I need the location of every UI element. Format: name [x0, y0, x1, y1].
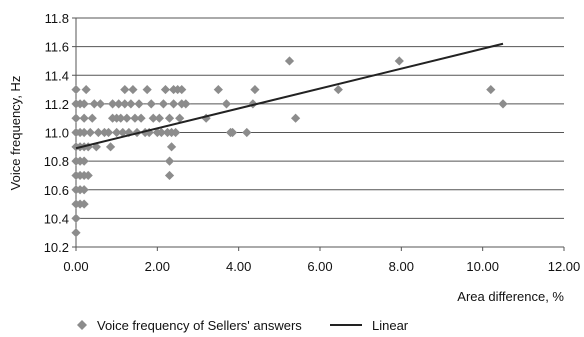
- data-point: [148, 113, 158, 123]
- data-point: [83, 170, 93, 181]
- data-point: [134, 99, 144, 109]
- data-point: [122, 113, 132, 123]
- data-point: [242, 127, 252, 138]
- data-point: [166, 142, 177, 152]
- data-point: [89, 99, 99, 109]
- y-axis-ticks: 10.2 10.4 10.6 10.8 11.0 11.2 11.4 11.6 11.8: [44, 11, 76, 255]
- scatter-points: [71, 56, 508, 238]
- data-point: [164, 170, 175, 181]
- data-point: [164, 113, 175, 123]
- data-point: [227, 127, 238, 138]
- x-tick-label: 4.00: [226, 259, 251, 274]
- data-point: [169, 99, 179, 109]
- data-point: [120, 84, 130, 95]
- data-point: [221, 99, 232, 109]
- data-point: [154, 113, 164, 123]
- data-point: [79, 99, 89, 109]
- data-point: [108, 99, 118, 109]
- data-point: [160, 84, 171, 95]
- data-point: [118, 127, 128, 138]
- data-point: [394, 56, 404, 66]
- data-point: [175, 113, 185, 123]
- x-tick-label: 2.00: [145, 259, 170, 274]
- y-tick-label: 11.4: [45, 68, 69, 83]
- data-point: [164, 156, 175, 166]
- data-point: [79, 127, 89, 138]
- y-tick-label: 11.0: [45, 126, 69, 141]
- data-point: [171, 127, 181, 138]
- data-point: [105, 142, 116, 152]
- y-tick-label: 11.8: [45, 11, 69, 26]
- data-point: [120, 99, 130, 109]
- x-tick-label: 10.00: [466, 259, 499, 274]
- data-point: [71, 213, 81, 223]
- data-point: [136, 113, 146, 123]
- data-point: [71, 113, 81, 123]
- x-tick-label: 6.00: [307, 259, 332, 274]
- y-tick-label: 11.6: [45, 40, 69, 55]
- trend-line: [75, 42, 504, 150]
- y-tick-label: 10.6: [44, 183, 69, 198]
- x-tick-label: 12.00: [548, 259, 581, 274]
- y-tick-label: 10.8: [44, 154, 69, 169]
- data-point: [85, 127, 95, 138]
- x-tick-label: 8.00: [389, 259, 414, 274]
- data-point: [112, 127, 122, 138]
- data-point: [130, 113, 140, 123]
- data-point: [71, 228, 81, 238]
- data-point: [201, 113, 211, 123]
- data-point: [291, 113, 301, 123]
- data-point: [128, 84, 138, 95]
- data-point: [79, 156, 89, 166]
- data-point: [126, 99, 136, 109]
- x-axis-title: Area difference, %: [457, 289, 564, 304]
- legend: Voice frequency of Sellers' answers Line…: [77, 318, 409, 333]
- data-point: [177, 84, 187, 95]
- y-axis-title: Voice frequency, Hz: [8, 76, 23, 191]
- data-point: [79, 199, 89, 209]
- data-point: [114, 99, 124, 109]
- data-point: [93, 127, 103, 138]
- data-point: [103, 127, 114, 138]
- data-point: [181, 99, 191, 109]
- data-point: [213, 84, 223, 95]
- data-point: [250, 84, 260, 95]
- x-tick-label: 0.00: [63, 259, 88, 274]
- data-point: [498, 99, 508, 109]
- data-point: [486, 84, 496, 95]
- y-tick-label: 11.2: [45, 97, 69, 112]
- data-point: [71, 84, 81, 95]
- data-point: [79, 185, 89, 195]
- data-point: [142, 84, 152, 95]
- data-point: [79, 113, 89, 123]
- data-point: [87, 113, 97, 123]
- data-point: [95, 99, 105, 109]
- data-point: [146, 99, 156, 109]
- y-tick-label: 10.4: [44, 211, 69, 226]
- y-tick-label: 10.2: [44, 240, 69, 255]
- data-point: [158, 99, 169, 109]
- data-point: [116, 113, 126, 123]
- data-point: [284, 56, 295, 66]
- legend-label-linear: Linear: [372, 318, 409, 333]
- x-axis-ticks: 0.00 2.00 4.00 6.00 8.00 10.00 12.00: [63, 247, 580, 274]
- data-point: [81, 84, 91, 95]
- legend-label-scatter: Voice frequency of Sellers' answers: [97, 318, 302, 333]
- data-point: [156, 127, 166, 138]
- data-point: [333, 84, 343, 95]
- legend-marker-scatter: [77, 320, 87, 330]
